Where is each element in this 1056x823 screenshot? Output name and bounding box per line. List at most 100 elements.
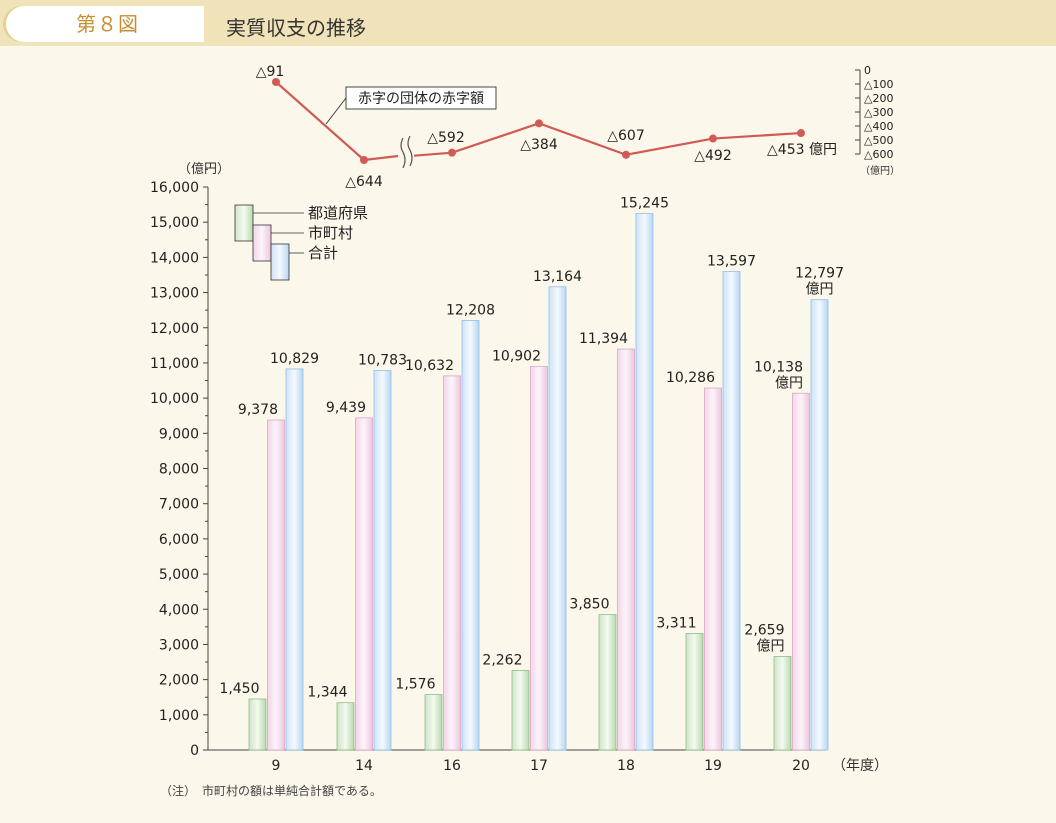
bar-y-tick-label: 5,000 (159, 567, 199, 583)
bar-value-label: 1,450 (219, 681, 259, 697)
bar-y-tick-label: 15,000 (150, 215, 199, 231)
figure-header: 第８図 実質収支の推移 (0, 0, 1056, 46)
line-point (797, 129, 805, 138)
bar-x-tick-label: 14 (355, 758, 373, 774)
line-segment (413, 151, 453, 157)
bar (373, 370, 392, 751)
footnote: （注） 市町村の額は単純合計額である。 (160, 783, 382, 798)
figure-number-tab (6, 6, 204, 42)
bar (511, 670, 530, 751)
bar-y-tick-label: 2,000 (159, 673, 199, 689)
bar-value-label: 9,439 (326, 400, 366, 416)
line-point-label: △644 (345, 174, 383, 190)
line-y-axis-unit: （億円） (860, 164, 900, 177)
line-y-tick-label: △200 (864, 92, 893, 105)
bar-value-label: 12,797 (795, 266, 844, 282)
line-point-label: △453 億円 (767, 142, 837, 158)
line-point (709, 134, 717, 143)
bar-x-tick-label: 16 (443, 758, 461, 774)
callout-box (345, 86, 497, 110)
bar (443, 375, 461, 751)
bar-value-label: 10,632 (405, 358, 454, 374)
line-point-label: △592 (427, 130, 465, 146)
bar (810, 299, 829, 751)
bar-y-tick-label: 14,000 (150, 250, 199, 266)
bar-y-tick-label: 4,000 (159, 602, 199, 618)
axis-break-mark (400, 137, 406, 169)
bar (617, 348, 635, 751)
line-series-label: 赤字の団体の赤字額 (358, 91, 484, 107)
bar-y-tick-label: 10,000 (150, 391, 199, 407)
bar-x-tick-label: 9 (272, 758, 281, 774)
line-point (448, 148, 456, 157)
bar-value-label: 3,850 (569, 597, 609, 613)
legend-label: 合計 (308, 244, 338, 262)
bar-y-tick-label: 6,000 (159, 532, 199, 548)
bar-value-label: 2,262 (482, 652, 522, 668)
bar (773, 656, 792, 751)
bar-value-label: 3,311 (656, 615, 696, 631)
bar-value-label: 億円 (775, 375, 803, 391)
line-point (360, 156, 368, 164)
bar-y-axis-unit: （億円） (178, 161, 230, 177)
axis-break-mark (407, 135, 413, 167)
line-y-tick-label: △300 (864, 106, 893, 119)
line-point (272, 78, 280, 86)
bar-x-tick-label: 20 (792, 758, 810, 774)
legend-swatch (234, 204, 254, 242)
bar-x-axis-label: （年度） (832, 758, 888, 774)
bar-y-tick-label: 16,000 (150, 180, 199, 196)
line-segment (275, 81, 365, 161)
line-chart-axis: 0△100△200△300△400△500△600 (855, 64, 893, 161)
bar (722, 271, 741, 751)
bar (548, 286, 567, 751)
bar (355, 417, 373, 751)
bar-chart-bars (248, 213, 829, 751)
bar-y-tick-label: 1,000 (159, 708, 199, 724)
line-point-label: △91 (256, 64, 285, 80)
callout-leader (325, 97, 347, 125)
bar-value-label: 2,659 (744, 622, 784, 638)
bar (424, 694, 443, 751)
bar (285, 368, 304, 751)
bar-value-label: 10,902 (492, 348, 541, 364)
line-y-tick-label: 0 (864, 64, 871, 77)
bar (530, 365, 548, 751)
bar-value-label: 10,286 (666, 370, 715, 386)
line-y-tick-label: △500 (864, 134, 893, 147)
line-point (622, 150, 630, 159)
line-y-tick-label: △400 (864, 120, 893, 133)
bar-y-tick-label: 13,000 (150, 286, 199, 302)
bar (635, 213, 654, 751)
figure-number: 第８図 (76, 12, 139, 36)
legend-label: 都道府県 (308, 204, 368, 222)
bar-y-tick-label: 3,000 (159, 637, 199, 653)
bar-value-label: 13,597 (707, 254, 756, 270)
bar-x-tick-label: 17 (530, 758, 548, 774)
line-point-label: △607 (607, 128, 645, 144)
bar-value-label: 13,164 (533, 269, 582, 285)
bar-y-tick-label: 8,000 (159, 462, 199, 478)
bar-x-tick-label: 18 (617, 758, 635, 774)
bar-value-label: 15,245 (620, 196, 669, 212)
bar (685, 633, 704, 751)
bar-value-label: 10,138 (754, 359, 803, 375)
legend-swatch (270, 243, 290, 281)
bar-y-tick-label: 9,000 (159, 426, 199, 442)
bar-x-tick-label: 19 (704, 758, 722, 774)
bar-value-label: 11,394 (579, 331, 628, 347)
legend-label: 市町村 (308, 224, 353, 242)
bar-y-tick-label: 11,000 (150, 356, 199, 372)
bar-chart-value-labels: 1,450 9,378 10,829 1,344 9,439 10,783 1,576 10,… (219, 196, 844, 701)
line-point (535, 119, 543, 128)
bar (792, 392, 810, 751)
bar-value-label: 1,576 (395, 677, 435, 693)
bar (267, 419, 285, 751)
bar (598, 614, 617, 751)
bar (248, 698, 267, 751)
bar-value-label: 10,783 (358, 353, 407, 369)
bar-y-tick-label: 7,000 (159, 497, 199, 513)
bar-value-label: 10,829 (270, 351, 319, 367)
